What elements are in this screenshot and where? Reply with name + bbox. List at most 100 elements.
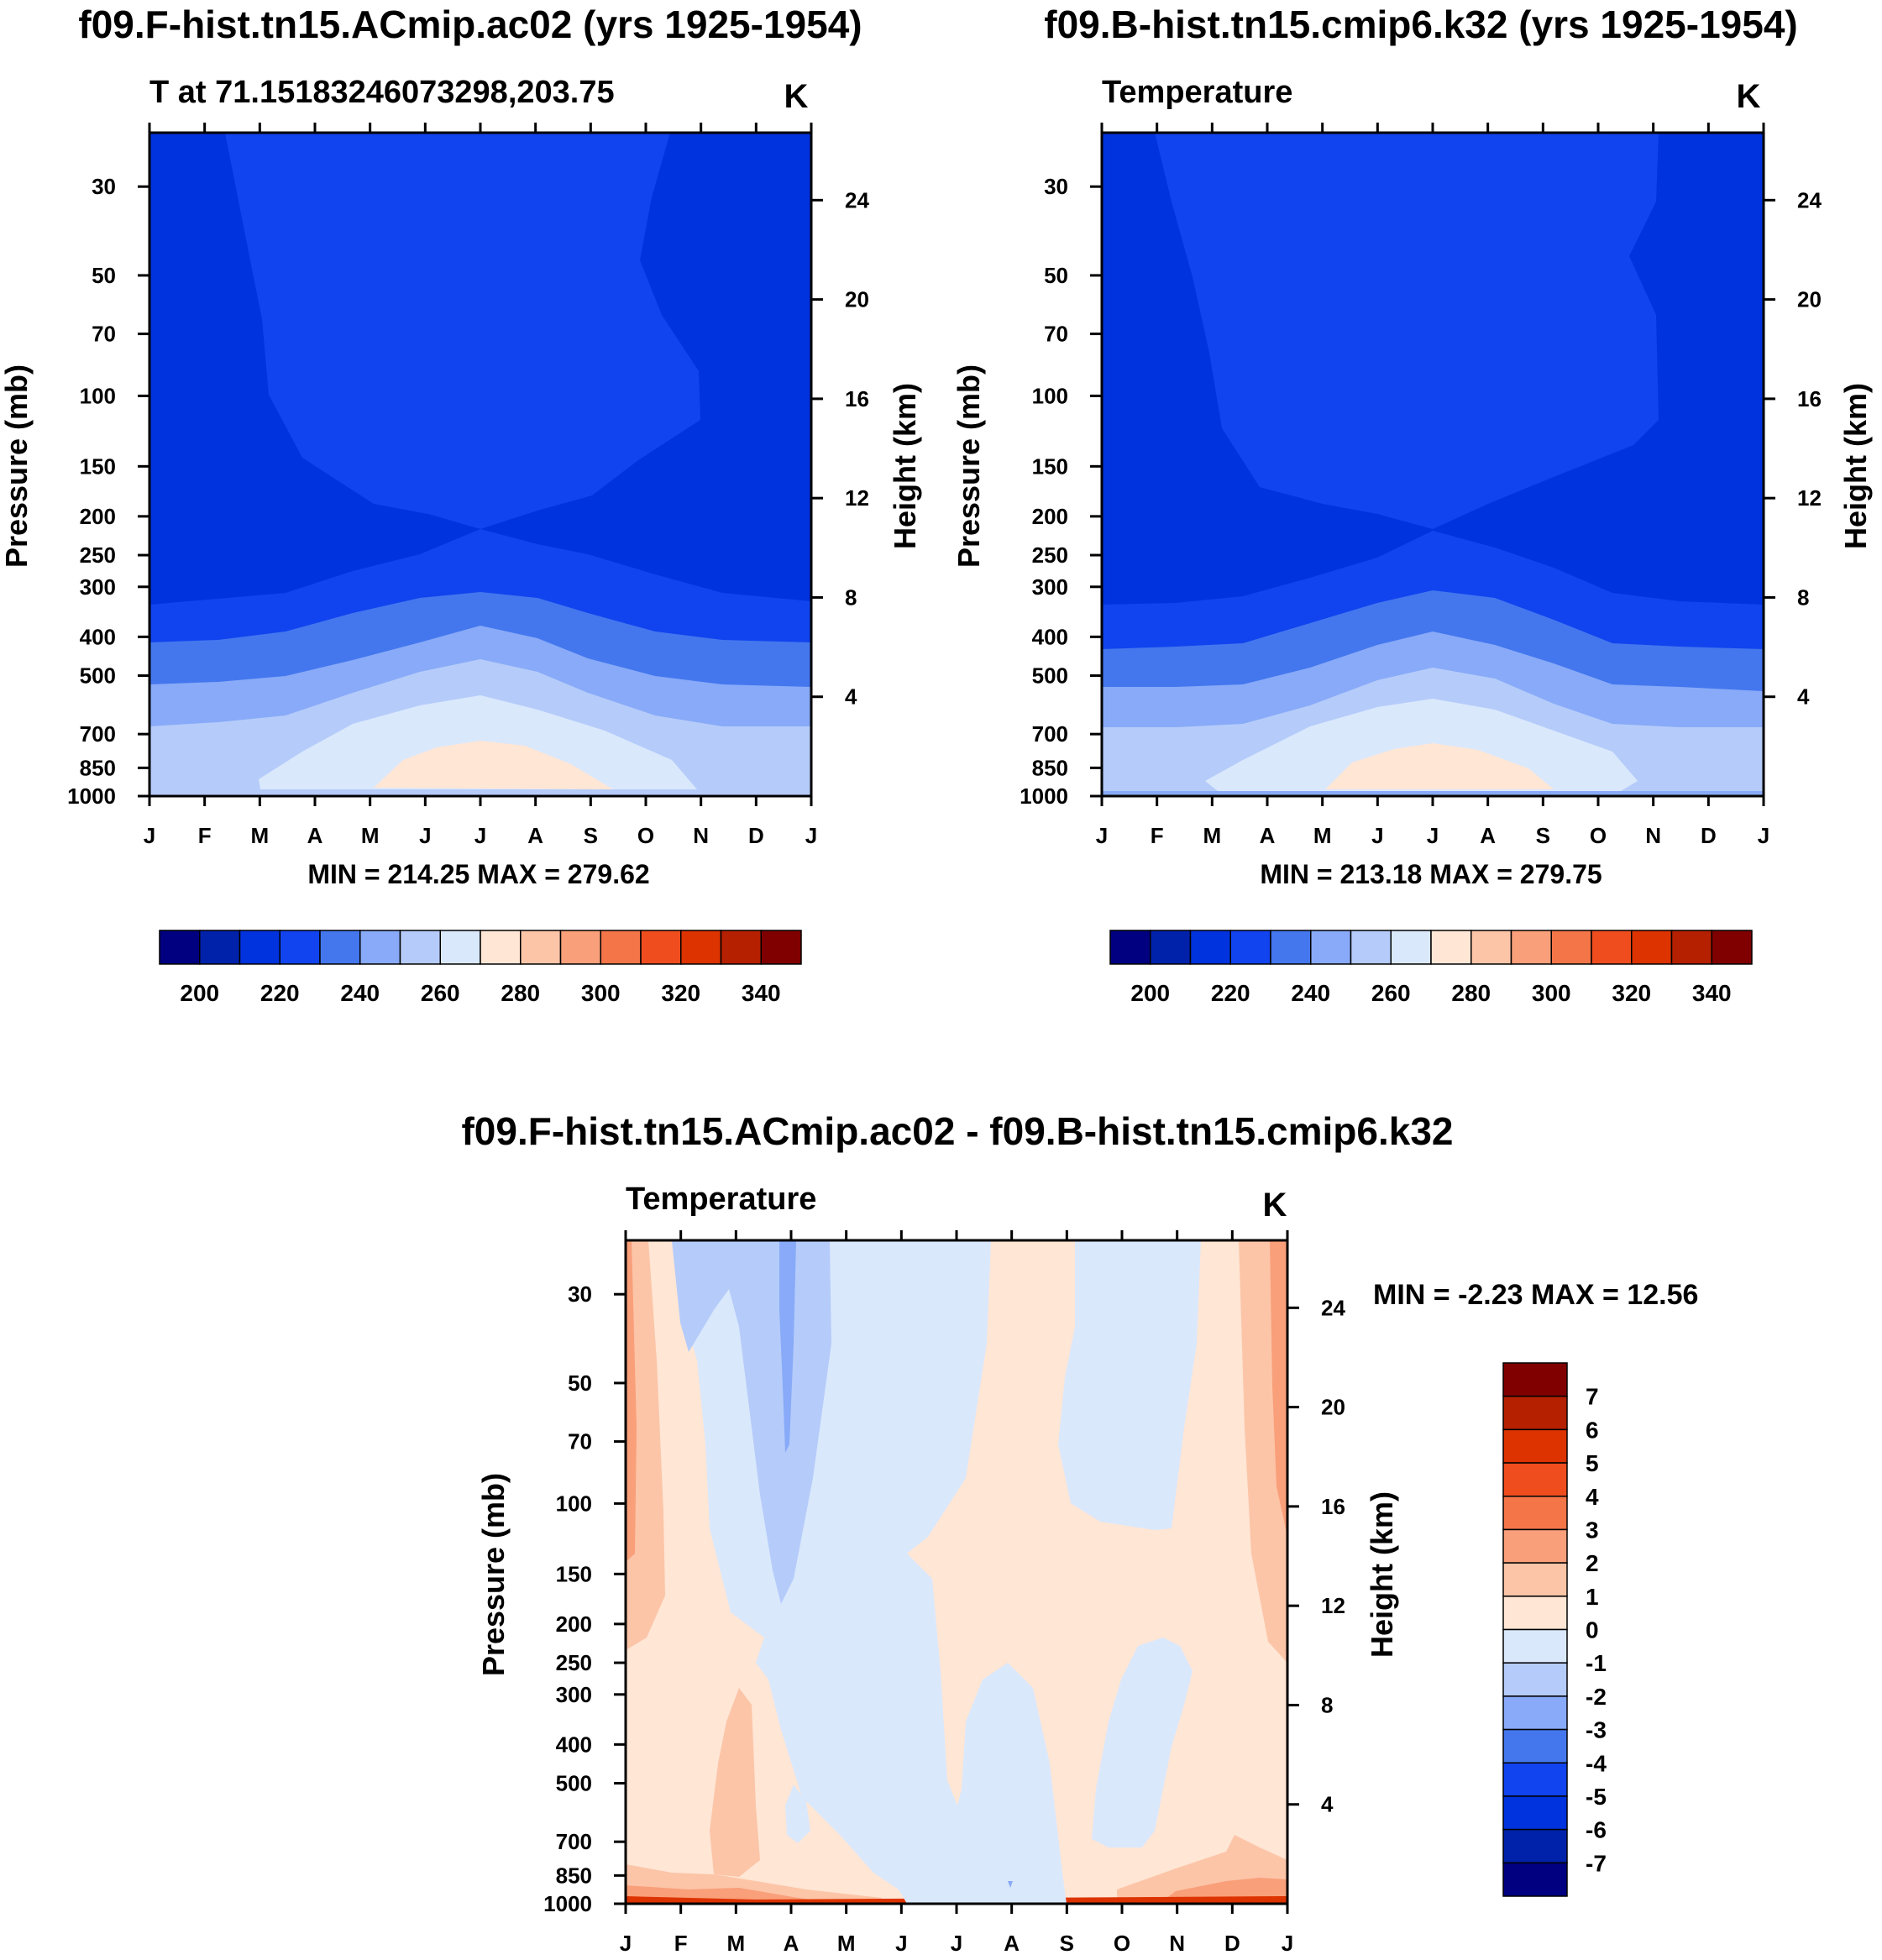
panel-2-colorbar: 200 220 240 260 280 300 320 340: [1109, 930, 1753, 1006]
band-220-230: [225, 133, 700, 529]
pressure-tick-label: 50: [568, 1370, 592, 1396]
x-tick-label: S: [1060, 1931, 1074, 1956]
colorbar-label: 320: [661, 980, 700, 1006]
band-0-to-minus-1-upper-right: [1058, 1240, 1201, 1530]
colorbar-swatch: [1502, 1462, 1568, 1497]
colorbar-label: 2: [1586, 1550, 1599, 1576]
height-tick-label: 8: [1797, 584, 1809, 610]
colorbar-swatch: [1502, 1562, 1568, 1597]
band-2-to-3-right: [1270, 1240, 1287, 1537]
colorbar-swatch: [1150, 930, 1192, 965]
pressure-tick-label: 400: [80, 624, 116, 649]
colorbar-label: 240: [340, 980, 380, 1006]
pressure-tick-label: 100: [1032, 383, 1068, 408]
pressure-tick-label: 200: [556, 1611, 592, 1637]
colorbar-label: 300: [1532, 980, 1571, 1006]
pressure-tick-label: 700: [1032, 721, 1068, 747]
pressure-tick-label: 30: [1044, 174, 1068, 199]
x-tick-label: F: [674, 1931, 688, 1956]
height-tick-label: 16: [845, 386, 869, 411]
pressure-tick-label: 70: [1044, 322, 1068, 347]
colorbar-swatch: [1502, 1628, 1568, 1664]
panel-2-title: f09.B-hist.tn15.cmip6.k32 (yrs 1925-1954…: [1044, 3, 1797, 46]
colorbar-label: 4: [1586, 1484, 1599, 1510]
panel-2-ylabel-right: Height (km): [1838, 383, 1873, 549]
panel-3-stats: MIN = -2.23 MAX = 12.56: [1373, 1279, 1698, 1311]
pressure-tick-label: 1000: [543, 1891, 592, 1916]
panel-3-plot: [624, 1239, 1289, 1905]
band-220-230: [1155, 133, 1659, 529]
colorbar-swatch: [279, 930, 321, 965]
height-tick-label: 8: [1321, 1692, 1333, 1717]
colorbar-swatch: [1189, 930, 1231, 965]
x-tick-label: J: [1427, 823, 1439, 848]
height-tick-label: 4: [1321, 1792, 1334, 1817]
panel-3-ylabel-right: Height (km): [1365, 1491, 1399, 1658]
pressure-tick-label: 150: [556, 1561, 592, 1586]
x-tick-label: M: [250, 823, 269, 848]
colorbar-swatch: [1390, 930, 1432, 965]
colorbar-label: 340: [1692, 980, 1732, 1006]
pressure-tick-label: 250: [556, 1650, 592, 1675]
colorbar-swatch: [1350, 930, 1392, 965]
colorbar-swatch: [1109, 930, 1151, 965]
x-tick-label: S: [584, 823, 598, 848]
colorbar-swatch: [559, 930, 601, 965]
colorbar-label: 280: [501, 980, 540, 1006]
x-tick-label: N: [693, 823, 709, 848]
panel-1-axes: J F M A M J J A S O N D J 30 50 70 100 150 200 250 300 400 500…: [67, 123, 869, 848]
panel-1-title: f09.F-hist.tn15.ACmip.ac02 (yrs 1925-195…: [78, 3, 862, 46]
height-tick-label: 4: [1797, 684, 1810, 710]
band-280-290: [374, 741, 613, 789]
colorbar-label: 340: [742, 980, 781, 1006]
height-tick-label: 24: [845, 187, 869, 212]
x-tick-label: A: [1260, 823, 1276, 848]
x-tick-label: D: [1224, 1931, 1240, 1956]
height-tick-label: 20: [1797, 287, 1822, 312]
band-minus-2-to-minus-3: [779, 1240, 796, 1453]
colorbar-label: 200: [1130, 980, 1170, 1006]
band-1-to-2-mar: [710, 1688, 760, 1877]
height-tick-label: 12: [1321, 1593, 1345, 1618]
colorbar-swatch: [359, 930, 401, 965]
pressure-tick-label: 700: [80, 721, 116, 747]
colorbar-label: 300: [581, 980, 621, 1006]
colorbar-label: 220: [260, 980, 300, 1006]
colorbar-swatch: [239, 930, 280, 965]
band-minus-2-dot: [1008, 1881, 1013, 1888]
colorbar-label: -7: [1586, 1850, 1607, 1876]
panel-2-units: K: [1737, 78, 1761, 115]
panel-3-colorbar: 7 6 5 4 3 2 1 0 -1 -2 -3 -4 -5 -6 -7: [1502, 1362, 1607, 1897]
panel-3-ylabel: Pressure (mb): [476, 1473, 511, 1676]
x-tick-label: J: [620, 1931, 632, 1956]
colorbar-label: -4: [1586, 1750, 1607, 1776]
colorbar-swatch: [1502, 1362, 1568, 1397]
pressure-tick-label: 300: [556, 1682, 592, 1707]
pressure-tick-label: 500: [1032, 663, 1068, 689]
x-tick-label: F: [198, 823, 212, 848]
x-tick-label: J: [474, 823, 486, 848]
colorbar-label: 0: [1586, 1617, 1599, 1643]
pressure-tick-label: 50: [92, 263, 116, 288]
height-tick-label: 16: [1321, 1494, 1345, 1519]
pressure-tick-label: 1000: [67, 783, 116, 809]
x-tick-label: D: [748, 823, 764, 848]
height-tick-label: 24: [1797, 187, 1822, 212]
colorbar-label: -1: [1586, 1650, 1607, 1676]
panel-1-units: K: [784, 78, 809, 115]
pressure-tick-label: 1000: [1020, 783, 1068, 809]
panel-1: f09.F-hist.tn15.ACmip.ac02 (yrs 1925-195…: [0, 3, 922, 1006]
x-tick-label: A: [307, 823, 323, 848]
colorbar-swatch: [680, 930, 722, 965]
x-tick-label: A: [527, 823, 543, 848]
colorbar-swatch: [1502, 1695, 1568, 1731]
pressure-tick-label: 500: [80, 663, 116, 689]
panel-2-ylabel: Pressure (mb): [951, 364, 986, 568]
band-280-290: [1325, 743, 1554, 789]
panel-3: f09.F-hist.tn15.ACmip.ac02 - f09.B-hist.…: [461, 1109, 1698, 1956]
x-tick-label: O: [1590, 823, 1607, 848]
colorbar-label: 5: [1586, 1450, 1599, 1476]
colorbar-swatch: [1502, 1662, 1568, 1697]
height-tick-label: 24: [1321, 1295, 1345, 1320]
